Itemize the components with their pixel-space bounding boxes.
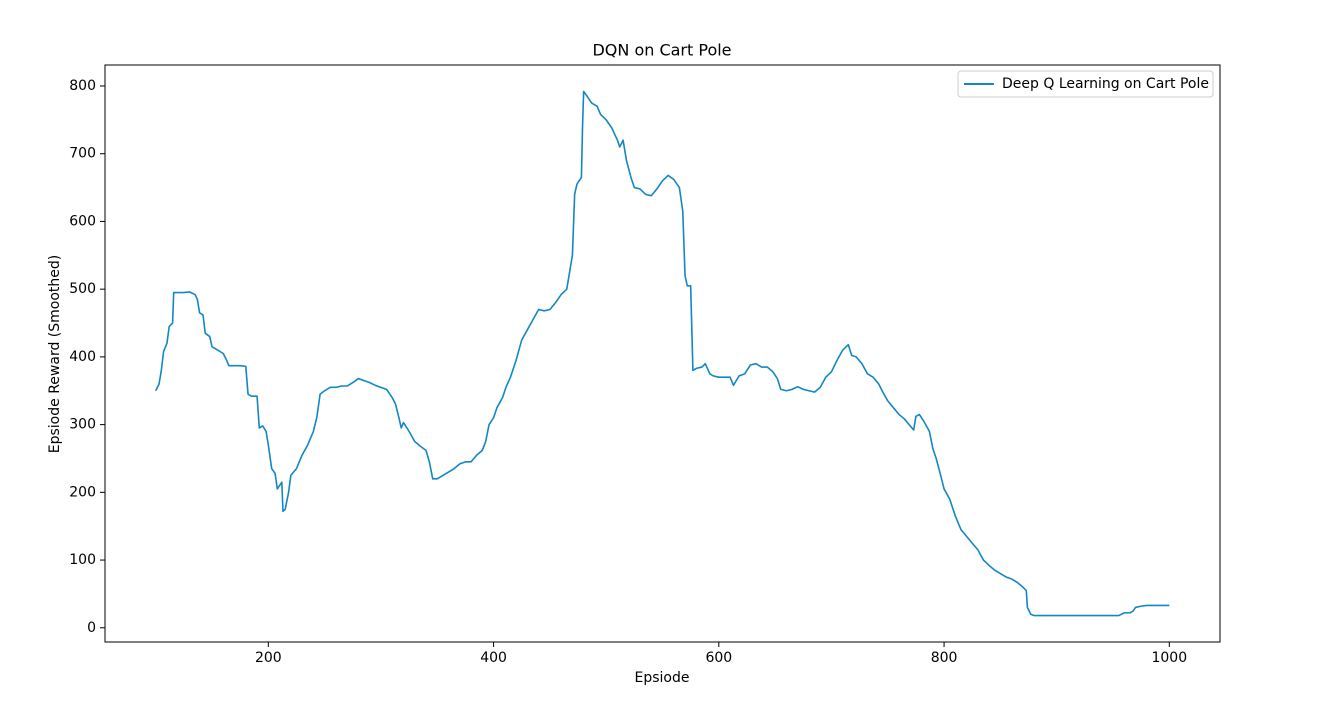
- y-tick-label: 700: [69, 146, 96, 162]
- x-tick-label: 800: [931, 650, 958, 666]
- legend-box: [957, 70, 1214, 98]
- y-tick-label: 500: [69, 281, 96, 297]
- chart-title: DQN on Cart Pole: [592, 41, 731, 60]
- y-tick-label: 200: [69, 484, 96, 500]
- x-tick-label: 200: [255, 650, 282, 666]
- plot-area: [154, 90, 1170, 617]
- x-tick-label: 600: [705, 650, 732, 666]
- x-axis-label: Epsiode: [635, 670, 690, 686]
- legend: Deep Q Learning on Cart Pole: [957, 70, 1214, 98]
- y-tick-label: 300: [69, 417, 96, 433]
- y-tick-label: 100: [69, 552, 96, 568]
- axes-frame: [104, 64, 1221, 643]
- y-tick-label: 400: [69, 349, 96, 365]
- legend-label: Deep Q Learning on Cart Pole: [1002, 76, 1209, 92]
- line-series: [154, 90, 1170, 617]
- y-tick-label: 600: [69, 213, 96, 229]
- x-tick-label: 1000: [1151, 650, 1187, 666]
- y-tick-label: 0: [87, 620, 96, 636]
- y-axis-label: Epsiode Reward (Smoothed): [47, 255, 63, 453]
- x-tick-label: 400: [480, 650, 507, 666]
- y-tick-label: 800: [69, 78, 96, 94]
